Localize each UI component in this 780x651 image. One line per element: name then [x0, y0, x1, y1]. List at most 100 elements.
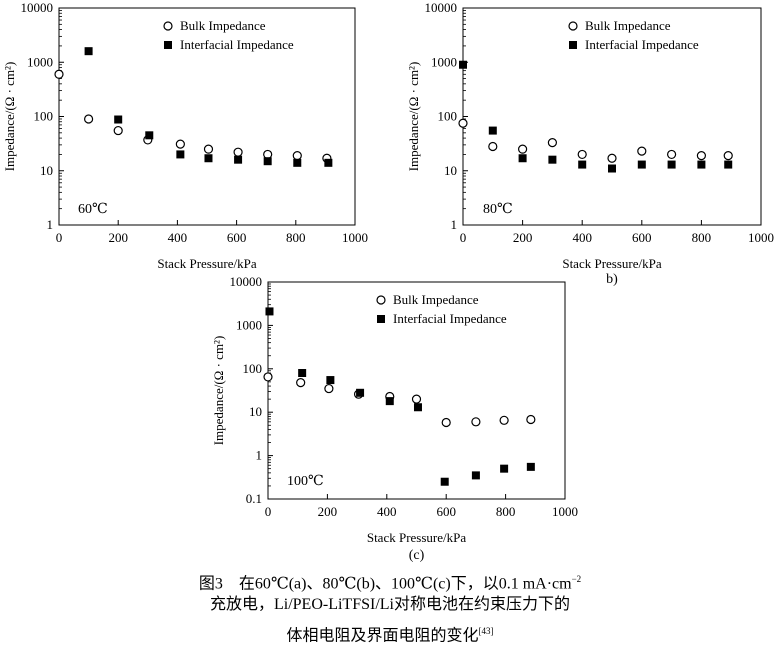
- chart-a-y-tick-label: 1: [47, 217, 54, 232]
- chart-b-x-axis-label: Stack Pressure/kPa: [562, 256, 662, 271]
- chart-c-svg: 0.1 1 10 100 1000 10000 0 200 400 600 800 1000 Stack…: [211, 274, 578, 563]
- chart-b-legend-square-icon: [569, 41, 577, 49]
- chart-c-x-axis-label: Stack Pressure/kPa: [367, 530, 467, 545]
- chart-b-bulk-point: [667, 149, 677, 160]
- chart-c-legend-square-icon: [377, 315, 385, 323]
- chart-b-y-tick-label: 10: [444, 163, 457, 178]
- chart-c-bulk-point: [471, 417, 481, 427]
- chart-b-interfacial-point: [724, 160, 733, 169]
- chart-b-panel-label: b): [606, 272, 618, 287]
- chart-a-bulk-point: [83, 114, 94, 124]
- chart-panel-a: 1 10 100 1000 10000 0 200 400 600 800 1000 Stack Pr…: [0, 0, 380, 280]
- chart-a-y-tick-label: 1000: [27, 54, 53, 69]
- chart-a-y-tick-label: 100: [34, 109, 54, 124]
- chart-b-bulk-point: [488, 141, 498, 152]
- chart-a-interfacial-point: [84, 47, 93, 56]
- chart-c-bulk-point: [296, 378, 306, 388]
- chart-c-y-axis-label: Impedance/(Ω · cm²): [211, 336, 226, 446]
- chart-a-x-tick-label: 200: [108, 230, 128, 245]
- caption-line3-text: 体相电阻及界面电阻的变化: [286, 627, 479, 645]
- figure-caption-line2: 充放电，Li/PEO-LiTFSI/Li对称电池在约束压力下的: [209, 596, 570, 613]
- chart-a-y-axis-label: Impedance/(Ω · cm²): [2, 62, 17, 172]
- chart-b-y-tick-label: 1000: [431, 54, 457, 69]
- chart-a-interfacial-point: [204, 154, 213, 163]
- chart-a-legend-label: Interfacial Impedance: [180, 37, 294, 52]
- chart-b-legend-label: Interfacial Impedance: [585, 37, 699, 52]
- chart-c-x-tick-label: 200: [318, 504, 338, 519]
- chart-a-bulk-point: [233, 147, 243, 157]
- chart-c-x-tick-label: 1000: [552, 504, 578, 519]
- chart-c-panel-label: (c): [409, 548, 425, 563]
- chart-b-temperature-label: 80℃: [483, 202, 513, 217]
- chart-a-bulk-point: [54, 69, 64, 79]
- chart-b-bulk-point: [696, 151, 706, 161]
- chart-a-x-tick-label: 600: [227, 230, 247, 245]
- chart-c-temperature-label: 100℃: [287, 474, 324, 489]
- chart-b-bulk-point: [458, 118, 468, 128]
- chart-b-legend-circle-icon: [568, 21, 578, 31]
- chart-c-interfacial-point: [298, 369, 307, 378]
- chart-c-bulk-point: [526, 414, 536, 425]
- chart-c-interfacial-point: [471, 471, 480, 480]
- chart-c-bulk-point: [324, 383, 334, 394]
- chart-b-legend-label: Bulk Impedance: [585, 18, 671, 33]
- chart-b-bulk-point: [547, 138, 557, 148]
- chart-c-bulk-point: [441, 417, 451, 428]
- chart-a-x-tick-label: 1000: [342, 230, 368, 245]
- chart-a-y-tick-label: 10: [40, 163, 53, 178]
- chart-a-interfacial-point: [114, 115, 123, 124]
- chart-c-legend-circle-icon: [376, 295, 386, 305]
- chart-a-legend-square-icon: [164, 41, 172, 49]
- chart-c-interfacial-point: [500, 464, 509, 473]
- chart-b-x-tick-label: 200: [513, 230, 533, 245]
- chart-b-bulk-point: [607, 153, 617, 163]
- chart-a-interfacial-point: [145, 131, 154, 140]
- chart-c-bulk-point: [263, 372, 273, 382]
- chart-b-svg: 1 10 100 1000 10000 0 200 400 600 800 1000 Stack Pr…: [406, 0, 774, 287]
- chart-a-svg: 1 10 100 1000 10000 0 200 400 600 800 1000 Stack Pr…: [2, 0, 368, 271]
- chart-b-x-tick-label: 0: [460, 230, 467, 245]
- chart-c-interfacial-point: [526, 462, 535, 471]
- chart-a-interfacial-point: [263, 157, 272, 166]
- caption-reference: [43]: [478, 626, 494, 636]
- chart-a-bulk-point: [292, 151, 302, 161]
- chart-b-x-tick-label: 1000: [748, 230, 774, 245]
- chart-a-x-tick-label: 400: [168, 230, 188, 245]
- chart-a-interfacial-point: [176, 150, 185, 159]
- chart-b-y-axis-label: Impedance/(Ω · cm²): [406, 62, 421, 172]
- chart-b-y-tick-label: 1: [451, 217, 458, 232]
- chart-a-interfacial-point: [293, 158, 302, 167]
- figure-caption-line3: 体相电阻及界面电阻的变化[43]: [0, 618, 780, 649]
- chart-c-y-tick-label: 1000: [236, 317, 262, 332]
- chart-c-interfacial-point: [413, 403, 422, 412]
- chart-c-plot-frame: [267, 281, 566, 500]
- chart-b-interfacial-point: [488, 126, 497, 135]
- chart-c-y-tick-label: 10000: [230, 274, 263, 289]
- chart-c-x-tick-label: 0: [265, 504, 272, 519]
- chart-b-x-tick-label: 400: [572, 230, 592, 245]
- chart-a-legend-circle-icon: [163, 21, 173, 31]
- chart-b-interfacial-point: [518, 154, 527, 163]
- chart-a-y-tick-label: 10000: [21, 0, 54, 15]
- chart-b-y-tick-label: 10000: [425, 0, 458, 15]
- caption-line1-text: 图3 在60℃(a)、80℃(b)、100℃(c)下，以0.1 mA·cm: [198, 575, 572, 593]
- chart-c-y-tick-label: 0.1: [246, 491, 262, 506]
- chart-c-interfacial-point: [440, 477, 449, 486]
- chart-a-x-axis-label: Stack Pressure/kPa: [157, 256, 257, 271]
- chart-c-legend-label: Interfacial Impedance: [393, 311, 507, 326]
- chart-b-interfacial-point: [578, 160, 587, 169]
- chart-panel-c: 0.1 1 10 100 1000 10000 0 200 400 600 800 1000 Stack…: [205, 272, 585, 567]
- chart-b-interfacial-point: [608, 164, 616, 173]
- chart-a-interfacial-point: [324, 158, 333, 167]
- chart-c-interfacial-point: [356, 388, 365, 397]
- chart-a-interfacial-point: [234, 155, 243, 164]
- chart-a-bulk-point: [203, 144, 214, 154]
- chart-b-y-tick-label: 100: [438, 109, 458, 124]
- chart-c-interfacial-point: [265, 307, 274, 316]
- caption-line1-superscript: −2: [571, 574, 582, 584]
- chart-b-interfacial-point: [697, 160, 706, 169]
- chart-c-interfacial-point: [385, 397, 394, 406]
- chart-b-bulk-point: [517, 144, 528, 154]
- chart-c-y-tick-label: 1: [256, 448, 263, 463]
- chart-b-x-tick-label: 600: [632, 230, 652, 245]
